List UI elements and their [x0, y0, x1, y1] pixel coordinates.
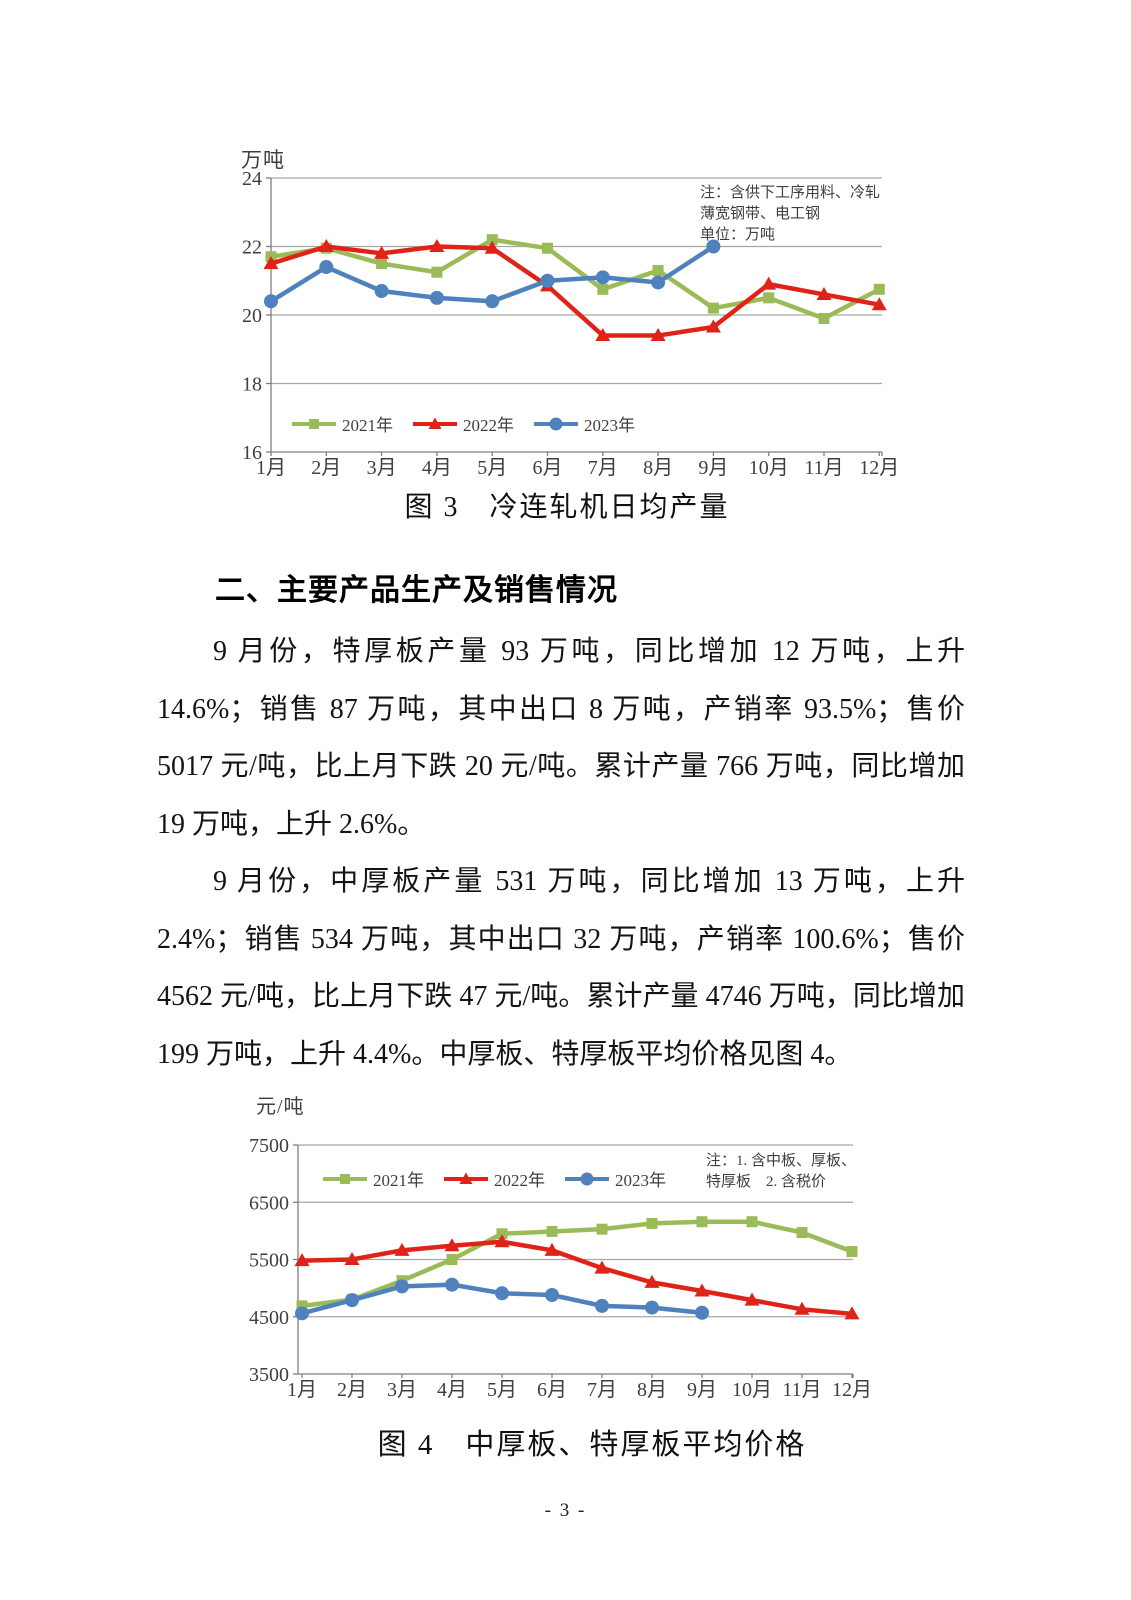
- svg-text:4月: 4月: [422, 457, 452, 479]
- legend-label: 2022年: [463, 416, 514, 435]
- triangle-marker-icon: [413, 417, 457, 429]
- svg-text:6500: 6500: [249, 1192, 289, 1214]
- svg-text:12月: 12月: [859, 457, 899, 479]
- figure3-note-line1: 注：含供下工序用料、冷轧: [700, 185, 881, 201]
- svg-text:11月: 11月: [782, 1379, 821, 1401]
- square-marker-icon: [292, 418, 336, 429]
- svg-text:5月: 5月: [477, 457, 507, 479]
- legend-item-2021年: 2021年: [291, 411, 393, 436]
- figure4-note-line2: 特厚板 2. 含税价: [706, 1174, 827, 1190]
- figure3-y-axis-title: 万吨: [241, 148, 285, 172]
- legend-item-2022年: 2022年: [412, 411, 514, 436]
- triangle-marker-icon: [444, 1172, 488, 1184]
- svg-text:6月: 6月: [537, 1379, 567, 1401]
- legend-item-2022年: 2022年: [443, 1166, 545, 1191]
- svg-text:24: 24: [242, 168, 262, 190]
- svg-text:7月: 7月: [588, 457, 618, 479]
- figure4-legend: 2021年 2022年 2023年: [322, 1166, 666, 1191]
- legend-label: 2022年: [494, 1171, 545, 1190]
- svg-text:2月: 2月: [337, 1379, 367, 1401]
- figure3-legend: 2021年 2022年 2023年: [291, 411, 635, 436]
- svg-text:2月: 2月: [311, 457, 341, 479]
- svg-text:10月: 10月: [732, 1379, 772, 1401]
- circle-marker-icon: [565, 1172, 609, 1185]
- square-marker-icon: [323, 1173, 367, 1184]
- svg-text:3500: 3500: [249, 1364, 289, 1386]
- body-text: 9 月份，特厚板产量 93 万吨，同比增加 12 万吨，上升 14.6%；销售 …: [157, 623, 965, 1083]
- legend-label: 2023年: [615, 1171, 666, 1190]
- svg-text:8月: 8月: [643, 457, 673, 479]
- circle-marker-icon: [534, 417, 578, 430]
- svg-text:16: 16: [242, 442, 262, 464]
- svg-text:4500: 4500: [249, 1307, 289, 1329]
- svg-text:10月: 10月: [749, 457, 789, 479]
- paragraph-special-thick-plate: 9 月份，特厚板产量 93 万吨，同比增加 12 万吨，上升 14.6%；销售 …: [157, 636, 965, 840]
- svg-text:18: 18: [242, 374, 262, 396]
- svg-text:20: 20: [242, 305, 262, 327]
- svg-text:11月: 11月: [804, 457, 843, 479]
- figure3-caption: 图 3 冷连轧机日均产量: [404, 492, 730, 523]
- svg-text:22: 22: [242, 237, 262, 259]
- legend-item-2023年: 2023年: [564, 1166, 666, 1191]
- svg-text:12月: 12月: [832, 1379, 872, 1401]
- svg-text:5月: 5月: [487, 1379, 517, 1401]
- legend-item-2023年: 2023年: [533, 411, 635, 436]
- svg-text:7500: 7500: [249, 1135, 289, 1157]
- svg-text:1月: 1月: [256, 457, 286, 479]
- section-heading: 二、主要产品生产及销售情况: [215, 574, 618, 607]
- legend-label: 2023年: [584, 416, 635, 435]
- legend-label: 2021年: [342, 416, 393, 435]
- legend-item-2021年: 2021年: [322, 1166, 424, 1191]
- svg-text:3月: 3月: [387, 1379, 417, 1401]
- figure4-caption: 图 4 中厚板、特厚板平均价格: [377, 1429, 807, 1461]
- legend-label: 2021年: [373, 1171, 424, 1190]
- figure4-note-line1: 注：1. 含中板、厚板、: [706, 1153, 857, 1169]
- svg-text:5500: 5500: [249, 1250, 289, 1272]
- svg-text:3月: 3月: [367, 457, 397, 479]
- figure3-note-line3: 单位：万吨: [700, 227, 776, 243]
- figure3-note-line2: 薄宽钢带、电工钢: [700, 206, 821, 222]
- figure3-note: 注：含供下工序用料、冷轧 薄宽钢带、电工钢 单位：万吨: [700, 183, 900, 246]
- paragraph-medium-thick-plate: 9 月份，中厚板产量 531 万吨，同比增加 13 万吨，上升 2.4%；销售 …: [157, 866, 965, 1070]
- svg-text:1月: 1月: [287, 1379, 317, 1401]
- page-number: - 3 -: [544, 1500, 587, 1521]
- svg-text:6月: 6月: [533, 457, 563, 479]
- svg-text:9月: 9月: [698, 457, 728, 479]
- svg-text:4月: 4月: [437, 1379, 467, 1401]
- svg-text:9月: 9月: [687, 1379, 717, 1401]
- svg-text:8月: 8月: [637, 1379, 667, 1401]
- svg-text:7月: 7月: [587, 1379, 617, 1401]
- figure4-note: 注：1. 含中板、厚板、 特厚板 2. 含税价: [706, 1151, 906, 1193]
- figure4-y-axis-title: 元/吨: [256, 1096, 305, 1118]
